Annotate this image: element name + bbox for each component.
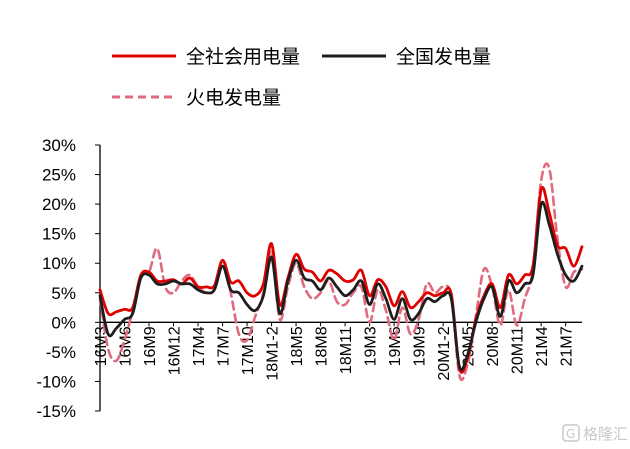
x-tick-label: 18M11 xyxy=(338,326,355,374)
y-tick-label: 0% xyxy=(51,313,76,332)
x-tick-label: 16M9 xyxy=(142,326,159,366)
y-tick-label: -5% xyxy=(46,343,76,362)
legend-label-series-1: 全国发电量 xyxy=(396,46,491,68)
legend-label-series-0: 全社会用电量 xyxy=(186,46,300,68)
g-logo-letter: G xyxy=(566,427,575,441)
x-tick-label: 20M1-2 xyxy=(436,326,453,380)
y-axis: 30% 25% 20% 15% 10% 5% 0% -5% -10% -15% xyxy=(36,136,101,421)
x-tick-label: 19M3 xyxy=(363,326,380,366)
y-tick-label: 20% xyxy=(42,195,76,214)
y-tick-label: 25% xyxy=(42,166,76,185)
legend: 全社会用电量 全国发电量 火电发电量 xyxy=(112,46,491,109)
g-logo-icon xyxy=(562,424,580,442)
y-tick-label: 10% xyxy=(42,254,76,273)
legend-item-series-2: 火电发电量 xyxy=(112,87,281,109)
series-line-1 xyxy=(98,200,584,372)
x-tick-label: 18M8 xyxy=(314,326,331,366)
y-tick-label: 30% xyxy=(42,136,76,155)
x-tick-label: 17M10 xyxy=(240,326,257,375)
watermark: G 格隆汇 xyxy=(562,424,628,443)
legend-item-series-1: 全国发电量 xyxy=(322,46,491,68)
x-tick-label: 17M7 xyxy=(216,326,233,366)
series-line-2 xyxy=(98,162,584,382)
x-tick-label: 18M1-2 xyxy=(265,326,282,380)
x-tick-label: 17M4 xyxy=(191,326,208,366)
watermark-text: 格隆汇 xyxy=(583,425,628,443)
legend-item-series-0: 全社会用电量 xyxy=(112,46,300,68)
x-tick-label: 21M7 xyxy=(559,326,576,366)
y-tick-label: 15% xyxy=(42,225,76,244)
series-layer xyxy=(98,162,584,382)
x-tick-label: 20M8 xyxy=(485,326,502,366)
y-tick-label: -10% xyxy=(36,372,76,391)
x-tick-label: 18M5 xyxy=(289,326,306,366)
y-tick-label: -15% xyxy=(36,402,76,421)
x-tick-label: 19M9 xyxy=(412,326,429,366)
x-tick-label: 20M11 xyxy=(510,326,527,374)
x-tick-label: 16M6 xyxy=(118,326,135,366)
x-axis: 16M3 16M6 16M9 16M12 17M4 17M7 17M10 18M1-2 18M5… xyxy=(93,321,582,381)
legend-label-series-2: 火电发电量 xyxy=(186,87,281,109)
x-tick-label: 16M12 xyxy=(167,326,184,375)
y-tick-label: 5% xyxy=(51,284,76,303)
x-tick-label: 21M4 xyxy=(534,326,551,366)
